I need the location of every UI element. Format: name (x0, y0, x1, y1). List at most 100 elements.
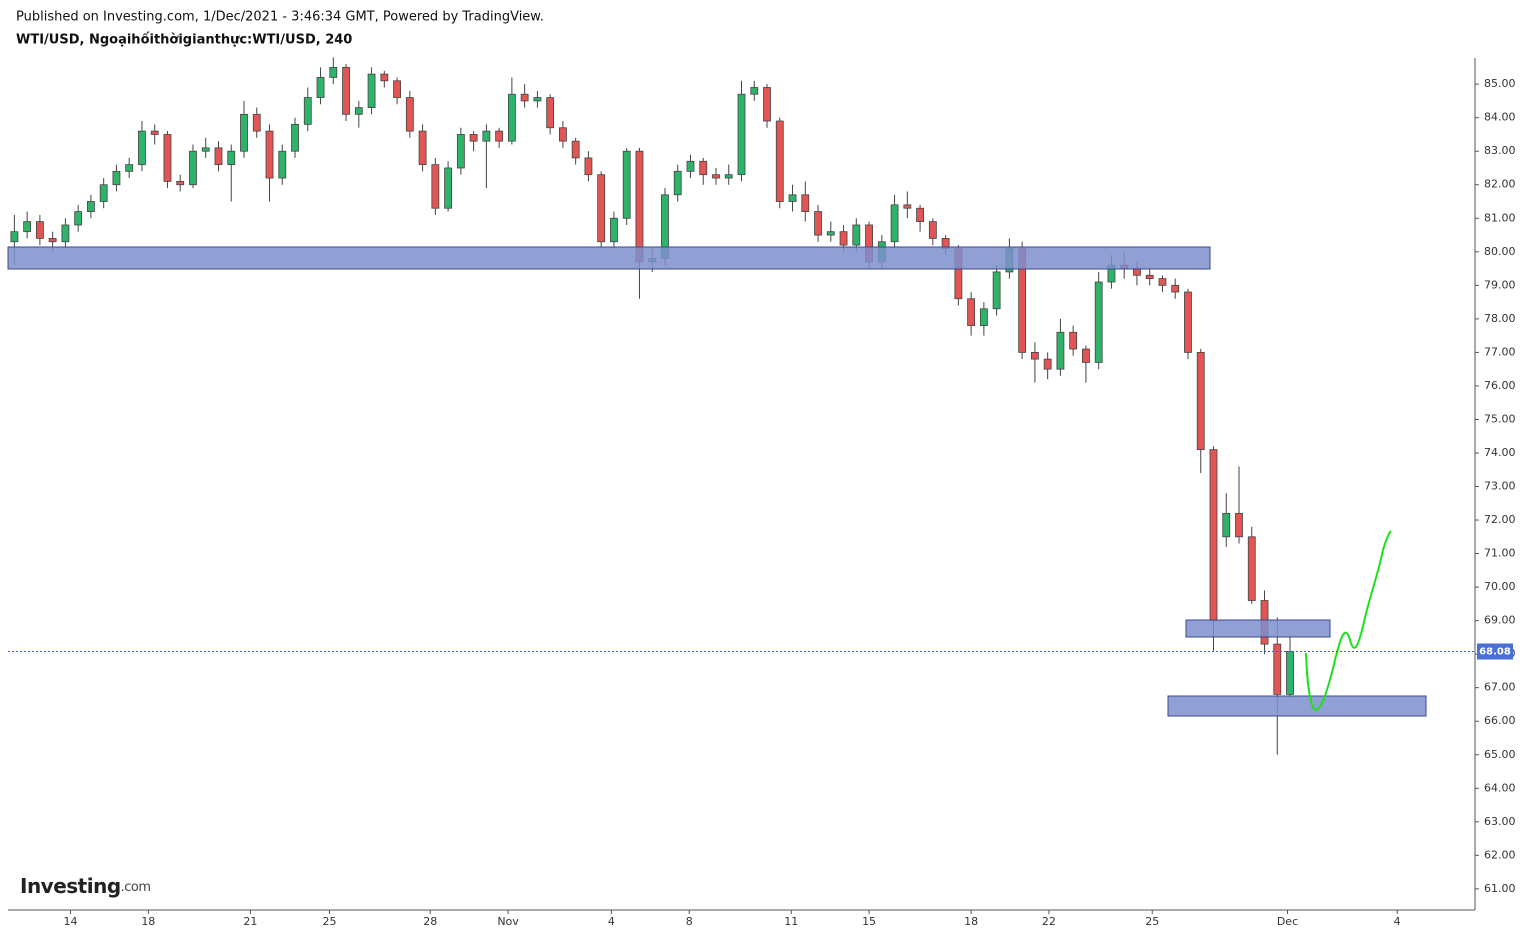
candle-body (418, 130, 427, 166)
candle-body (622, 150, 631, 219)
candle-body (979, 308, 988, 326)
y-tick-label: 82.00 (1484, 178, 1516, 191)
candle-body (826, 231, 835, 236)
candle-body (635, 150, 644, 263)
candle-body (342, 66, 350, 115)
candle-body (48, 237, 57, 243)
x-tick-label: 15 (862, 915, 876, 928)
candle-body (456, 134, 465, 169)
logo-main: Investing (20, 874, 121, 898)
candle-body (125, 164, 134, 172)
candle-body (316, 77, 325, 98)
candle-body (1133, 268, 1141, 276)
candle-body (214, 147, 223, 166)
candle-body (699, 160, 708, 176)
candle-body (163, 134, 172, 182)
candle-body (1171, 284, 1180, 293)
candle-body (176, 180, 185, 186)
candle-body (1222, 512, 1231, 538)
candle-body (227, 150, 236, 166)
candle-body (903, 204, 912, 209)
candle-body (559, 127, 567, 142)
zone (1185, 619, 1331, 638)
candle-body (1235, 512, 1243, 538)
candle-body (673, 170, 682, 196)
candle-body (138, 130, 146, 166)
y-tick-label: 67.00 (1484, 681, 1516, 694)
candle-body (393, 80, 401, 98)
y-tick-label: 77.00 (1484, 345, 1516, 358)
y-tick-label: 62.00 (1484, 848, 1516, 861)
candle-body (750, 87, 759, 95)
x-tick-label: 28 (423, 915, 437, 928)
candle-body (367, 73, 376, 109)
last-price-label: 68.08 (1479, 646, 1511, 657)
x-tick-label: 18 (141, 915, 155, 928)
y-tick-label: 81.00 (1484, 211, 1516, 224)
y-tick-label: 74.00 (1484, 446, 1516, 459)
published-note: Published on Investing.com, 1/Dec/2021 -… (16, 10, 544, 25)
x-tick-label: 4 (1394, 915, 1401, 928)
candle-body (610, 217, 618, 243)
candle-body (916, 207, 924, 223)
y-tick-label: 85.00 (1484, 77, 1516, 90)
candle-body (495, 130, 504, 142)
candle-body (686, 160, 695, 172)
candle-body (112, 170, 121, 186)
y-tick-label: 66.00 (1484, 714, 1516, 727)
candle-body (571, 140, 580, 159)
candle-body (852, 224, 861, 246)
candle-body (992, 271, 1001, 310)
candle-body (35, 221, 44, 239)
candle-body (303, 97, 312, 125)
y-tick-label: 70.00 (1484, 580, 1516, 593)
x-tick-label: Nov (497, 915, 519, 928)
candle-body (1145, 274, 1154, 280)
candle-body (775, 120, 784, 202)
candle-body (354, 107, 363, 115)
last-price-tag (1477, 643, 1513, 660)
y-tick-label: 75.00 (1484, 412, 1516, 425)
logo: Investing.com (20, 874, 151, 898)
candle-body (1082, 348, 1090, 363)
candle-body (1158, 278, 1167, 286)
candle-body (444, 167, 453, 209)
y-tick-label: 69.00 (1484, 614, 1516, 627)
candle-body (1030, 351, 1039, 360)
y-tick-label: 76.00 (1484, 379, 1516, 392)
y-tick-label: 65.00 (1484, 748, 1516, 761)
candle-body (788, 194, 797, 202)
candle-body (1069, 331, 1078, 350)
candle-body (278, 150, 287, 179)
y-tick-label: 71.00 (1484, 547, 1516, 560)
x-tick-label: 11 (784, 915, 798, 928)
chart-title: WTI/USD, Ngoạihốithờigianthực:WTI/USD, 2… (16, 33, 352, 48)
candle-body (584, 157, 593, 176)
candle-body (597, 174, 606, 243)
y-tick-label: 73.00 (1484, 480, 1516, 493)
candle-body (61, 224, 70, 243)
y-tick-label: 61.00 (1484, 882, 1516, 895)
candle-body (1094, 281, 1103, 363)
candle-body (712, 174, 720, 179)
candle-body (240, 113, 248, 152)
candle-body (291, 123, 299, 152)
candle-body (405, 97, 414, 132)
candle-body (1247, 536, 1256, 601)
candle-body (763, 87, 771, 122)
candle-body (252, 113, 261, 132)
y-tick-label: 63.00 (1484, 815, 1516, 828)
y-tick-label: 79.00 (1484, 278, 1516, 291)
candle-body (928, 221, 937, 239)
candle-body (737, 93, 746, 176)
plot-area (10, 57, 1294, 755)
x-tick-label: 21 (243, 915, 257, 928)
candle-body (533, 97, 542, 102)
x-tick-label: 8 (686, 915, 693, 928)
x-tick-label: Dec (1277, 915, 1298, 928)
candle-body (1043, 358, 1052, 370)
y-tick-label: 83.00 (1484, 144, 1516, 157)
candle-body (1286, 651, 1294, 695)
y-tick-label: 84.00 (1484, 111, 1516, 124)
x-tick-label: 25 (322, 915, 336, 928)
